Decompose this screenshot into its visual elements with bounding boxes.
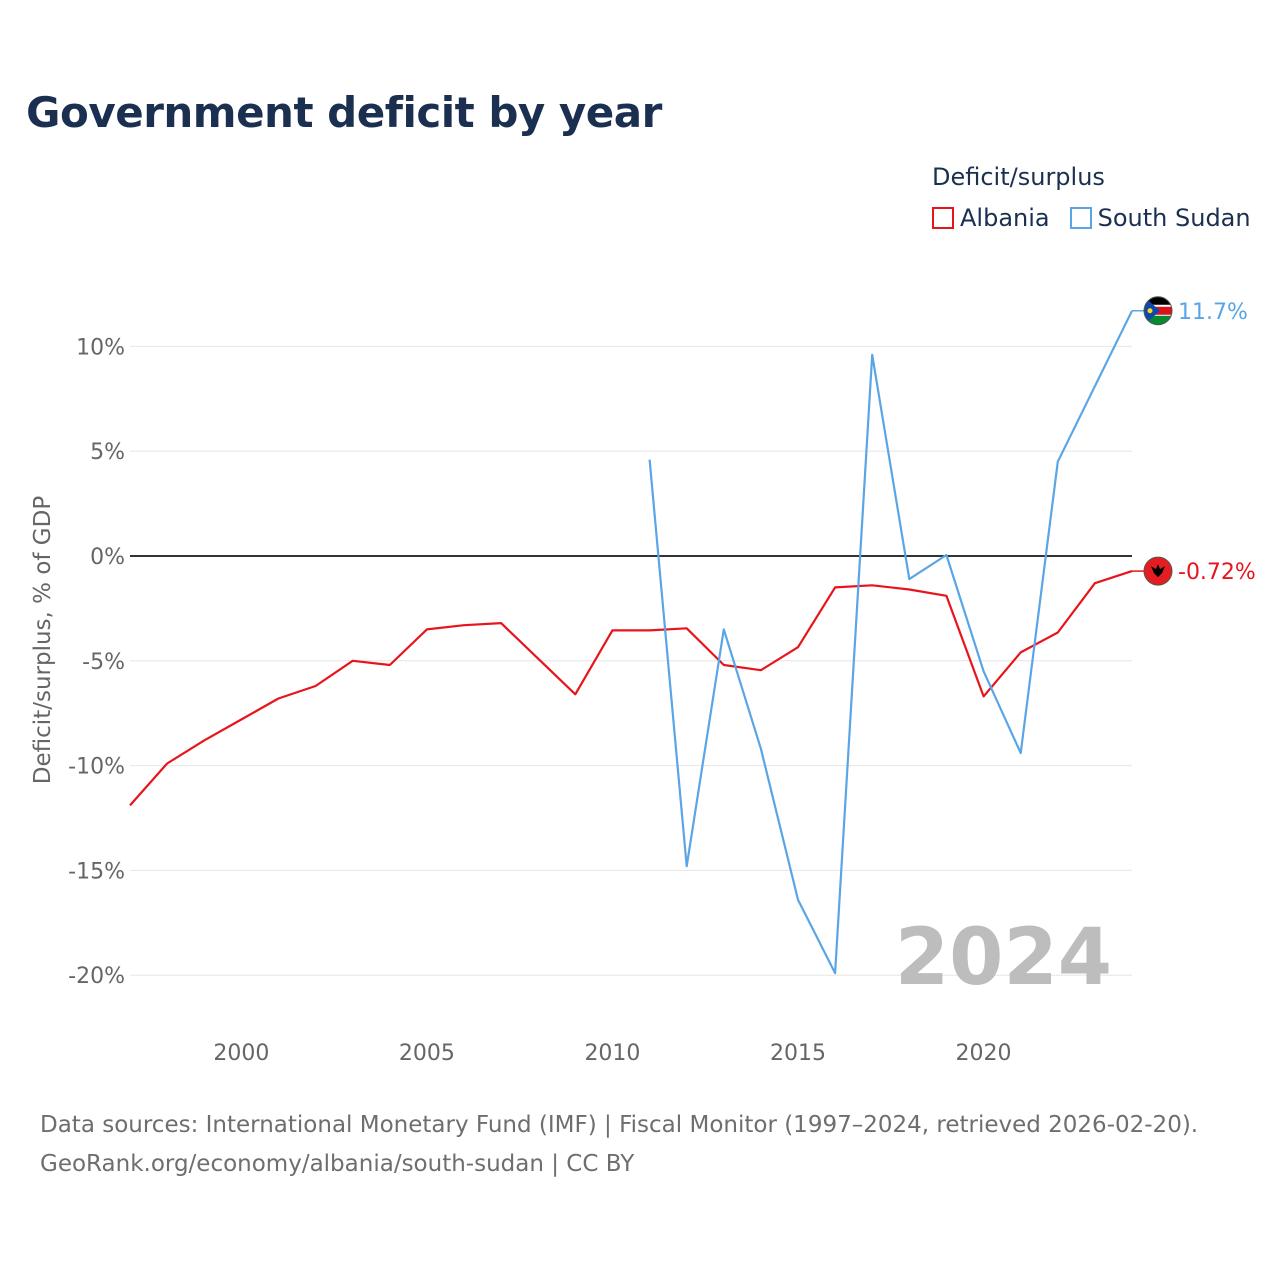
x-tick-label: 2015 bbox=[770, 1041, 826, 1066]
legend-item-south-sudan[interactable]: South Sudan bbox=[1069, 204, 1251, 232]
legend-swatch-albania bbox=[932, 207, 954, 229]
flag-body bbox=[1144, 557, 1172, 586]
legend: Albania South Sudan bbox=[932, 204, 1251, 232]
series-line-south-sudan bbox=[648, 310, 1133, 975]
y-tick-label: 0% bbox=[90, 545, 125, 570]
flag-white-stripe-top bbox=[1144, 304, 1172, 307]
y-axis-label: Deficit/surplus, % of GDP bbox=[30, 496, 56, 785]
y-tick-label: -15% bbox=[68, 859, 125, 884]
flag-green-band bbox=[1144, 315, 1172, 325]
legend-item-albania[interactable]: Albania bbox=[932, 204, 1050, 232]
chart-title: Government deficit by year bbox=[26, 88, 662, 137]
end-labels: -0.72% 11.7% bbox=[1132, 296, 1256, 586]
x-tick-label: 2005 bbox=[399, 1041, 455, 1066]
x-tick-label: 2010 bbox=[584, 1041, 640, 1066]
line-chart: 10%5%0%-5%-10%-15%-20% 2000 2005 2010 2015 2… bbox=[30, 296, 1256, 1066]
end-label-albania: -0.72% bbox=[1178, 560, 1256, 585]
footer: Data sources: International Monetary Fun… bbox=[40, 1106, 1198, 1184]
attribution-link[interactable]: GeoRank.org/economy/albania/south-sudan … bbox=[40, 1151, 635, 1177]
legend-label-south-sudan: South Sudan bbox=[1097, 204, 1251, 232]
end-label-south-sudan: 11.7% bbox=[1178, 300, 1248, 325]
x-tick-label: 2020 bbox=[956, 1041, 1012, 1066]
y-tick-label: 10% bbox=[76, 335, 125, 360]
y-tick-label: 5% bbox=[90, 440, 125, 465]
legend-swatch-south-sudan bbox=[1069, 207, 1092, 229]
flag-black-band bbox=[1144, 296, 1172, 306]
series-lines bbox=[129, 310, 1133, 975]
flag-star bbox=[1147, 308, 1153, 314]
y-tick-label: -20% bbox=[68, 964, 125, 989]
x-axis-ticks: 2000 2005 2010 2015 2020 bbox=[213, 1041, 1011, 1066]
legend-label-albania: Albania bbox=[960, 204, 1050, 232]
albania-flag-icon bbox=[1143, 556, 1173, 586]
grid-lines bbox=[130, 345, 1132, 976]
south-sudan-flag-icon bbox=[1143, 296, 1173, 326]
y-axis-ticks: 10% 5% 0% -5% -10% -15% -20% bbox=[68, 335, 125, 989]
data-source-note: Data sources: International Monetary Fun… bbox=[40, 1112, 1199, 1138]
year-watermark: 2024 bbox=[895, 913, 1112, 1003]
flag-eagle bbox=[1151, 564, 1165, 578]
flag-body bbox=[1144, 296, 1172, 325]
y-tick-label: -5% bbox=[82, 650, 125, 675]
x-tick-label: 2000 bbox=[213, 1041, 269, 1066]
y-tick-label: -10% bbox=[68, 755, 125, 780]
flag-outline bbox=[1143, 556, 1173, 586]
series-line-albania bbox=[129, 570, 1133, 807]
flag-outline bbox=[1143, 296, 1173, 326]
legend-title: Deficit/surplus bbox=[932, 163, 1105, 191]
